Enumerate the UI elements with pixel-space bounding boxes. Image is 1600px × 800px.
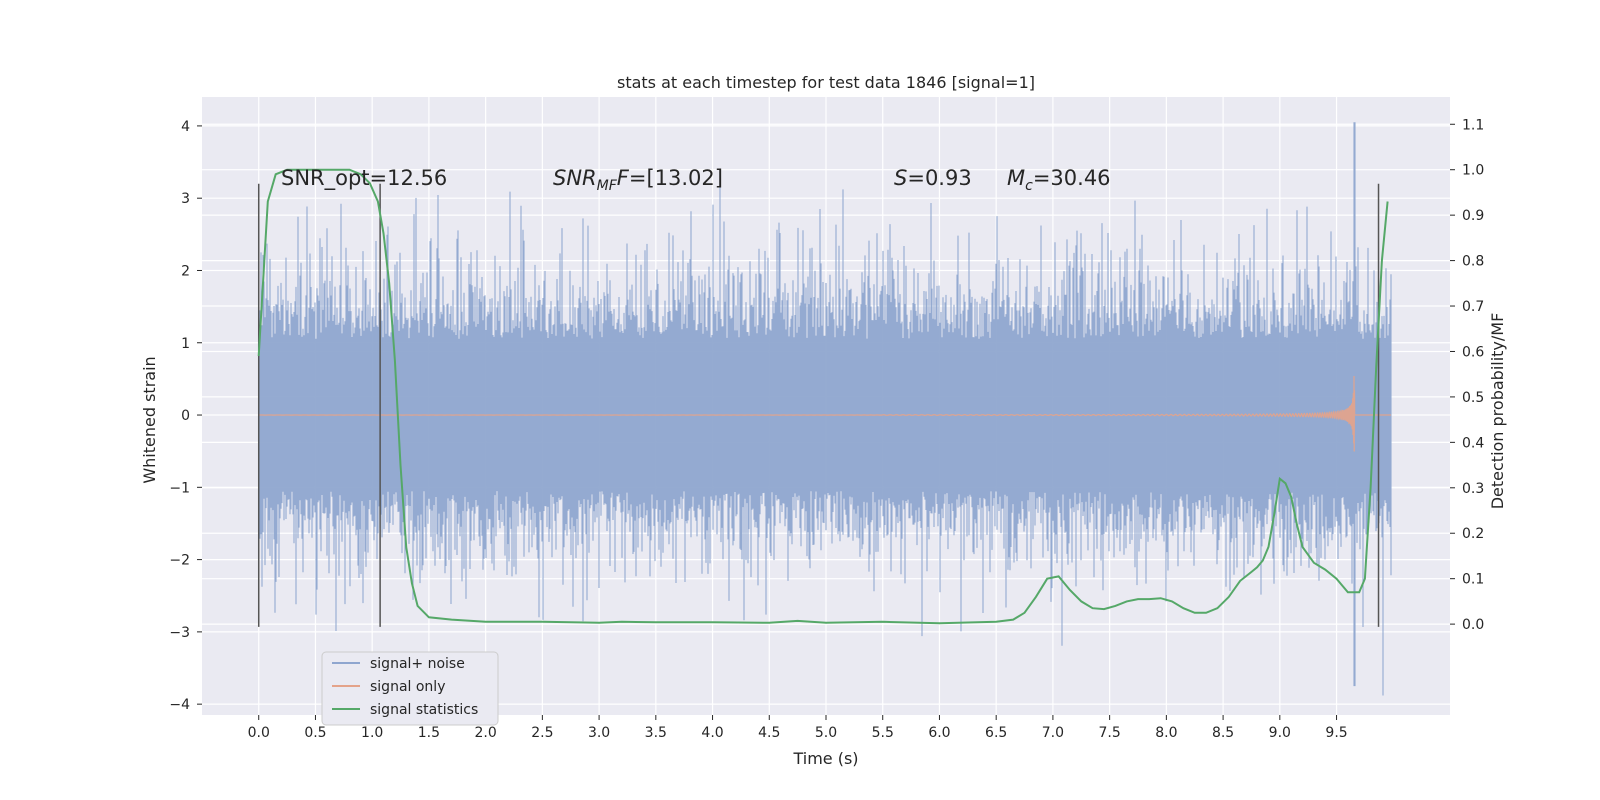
y-right-tick-label: 0.9 [1462, 208, 1484, 224]
x-tick-label: 3.0 [588, 725, 610, 741]
x-tick-label: 2.5 [531, 725, 553, 741]
chart-title: stats at each timestep for test data 184… [617, 73, 1035, 92]
x-tick-label: 1.0 [361, 725, 383, 741]
x-tick-label: 5.5 [872, 725, 894, 741]
annotation-snr-mf-f: F [617, 166, 630, 190]
annotation-s: S=0.93 [894, 166, 972, 190]
y-right-tick-label: 1.1 [1462, 117, 1484, 133]
annotation-snr-opt: SNR_opt=12.56 [281, 166, 447, 191]
y-left-tick-label: 1 [181, 336, 190, 352]
x-tick-label: 6.5 [985, 725, 1007, 741]
y-left-tick-label: −3 [169, 625, 190, 641]
annotation-snr-mf-symbol: SNR [553, 166, 597, 190]
x-tick-label: 8.5 [1212, 725, 1234, 741]
x-tick-label: 0.5 [304, 725, 326, 741]
x-axis-label: Time (s) [792, 749, 858, 768]
signal-statistics-line [257, 168, 1389, 625]
y-left-tick-label: 3 [181, 191, 190, 207]
y-left-tick-label: 2 [181, 263, 190, 279]
y-left-tick-label: −2 [169, 553, 190, 569]
legend-box [321, 651, 499, 726]
x-tick-label: 9.5 [1325, 725, 1347, 741]
annotation-mc: Mc=30.46 [1007, 166, 1111, 194]
signal-only-trace [258, 375, 1391, 452]
annotation-snr-mf: SNRMFF=[13.02] [553, 166, 723, 194]
x-tick-label: 8.0 [1155, 725, 1177, 741]
y-left-axis-label: Whitened strain [140, 356, 159, 483]
annotation-s-symbol: S [894, 166, 907, 190]
x-tick-label: 9.0 [1269, 725, 1291, 741]
y-right-axis-label: Detection probability/MF [1488, 313, 1507, 510]
x-tick-label: 3.5 [645, 725, 667, 741]
x-tick-label: 7.5 [1099, 725, 1121, 741]
annotation-mc-subscript: c [1025, 178, 1033, 194]
y-right-tick-label: 0.8 [1462, 254, 1484, 270]
legend-label-signal-statistics: signal statistics [370, 702, 478, 718]
annotation-snr-mf-value: =[13.02] [629, 166, 723, 190]
y-right-tick-label: 0.7 [1462, 299, 1484, 315]
vertical-markers [257, 183, 1380, 627]
x-tick-label: 4.5 [758, 725, 780, 741]
y-right-tick-label: 0.4 [1462, 435, 1484, 451]
x-tick-label: 7.0 [1042, 725, 1064, 741]
annotation-snr-mf-subscript: MF [597, 178, 618, 194]
y-right-tick-label: 0.3 [1462, 481, 1484, 497]
annotation-mc-value: =30.46 [1033, 166, 1111, 190]
y-left-tick-label: −1 [169, 480, 190, 496]
annotation-mc-symbol: M [1007, 166, 1025, 190]
legend: signal+ noise signal only signal statist… [321, 651, 499, 726]
legend-label-signal-only: signal only [370, 679, 445, 695]
annotation-s-value: =0.93 [907, 166, 971, 190]
y-right-tick-label: 0.0 [1462, 617, 1484, 633]
x-axis-ticks: 0.0 0.5 1.0 1.5 2.0 2.5 3.0 3.5 4.0 4.5 5.0 5.5 6.0 6… [248, 715, 1348, 741]
y-left-tick-label: −4 [169, 697, 190, 713]
y-right-axis-ticks: 1.1 1.0 0.9 0.8 0.7 0.6 0.5 0.4 0.3 0.2 0.1 0.0 [1450, 117, 1484, 633]
y-left-axis-ticks: 4 3 2 1 0 −1 −2 −3 −4 [169, 119, 202, 713]
x-tick-label: 2.0 [475, 725, 497, 741]
x-tick-label: 4.0 [701, 725, 723, 741]
y-right-tick-label: 0.5 [1462, 390, 1484, 406]
y-right-tick-label: 0.2 [1462, 526, 1484, 542]
x-tick-label: 1.5 [418, 725, 440, 741]
y-right-tick-label: 1.0 [1462, 163, 1484, 179]
legend-label-signal-noise: signal+ noise [370, 656, 465, 672]
x-tick-label: 0.0 [248, 725, 270, 741]
y-right-tick-label: 0.1 [1462, 572, 1484, 588]
signal-only-series [258, 375, 1391, 452]
x-tick-label: 6.0 [928, 725, 950, 741]
x-tick-label: 5.0 [815, 725, 837, 741]
y-right-tick-label: 0.6 [1462, 344, 1484, 360]
y-left-tick-label: 4 [181, 119, 190, 135]
y-left-tick-label: 0 [181, 408, 190, 424]
